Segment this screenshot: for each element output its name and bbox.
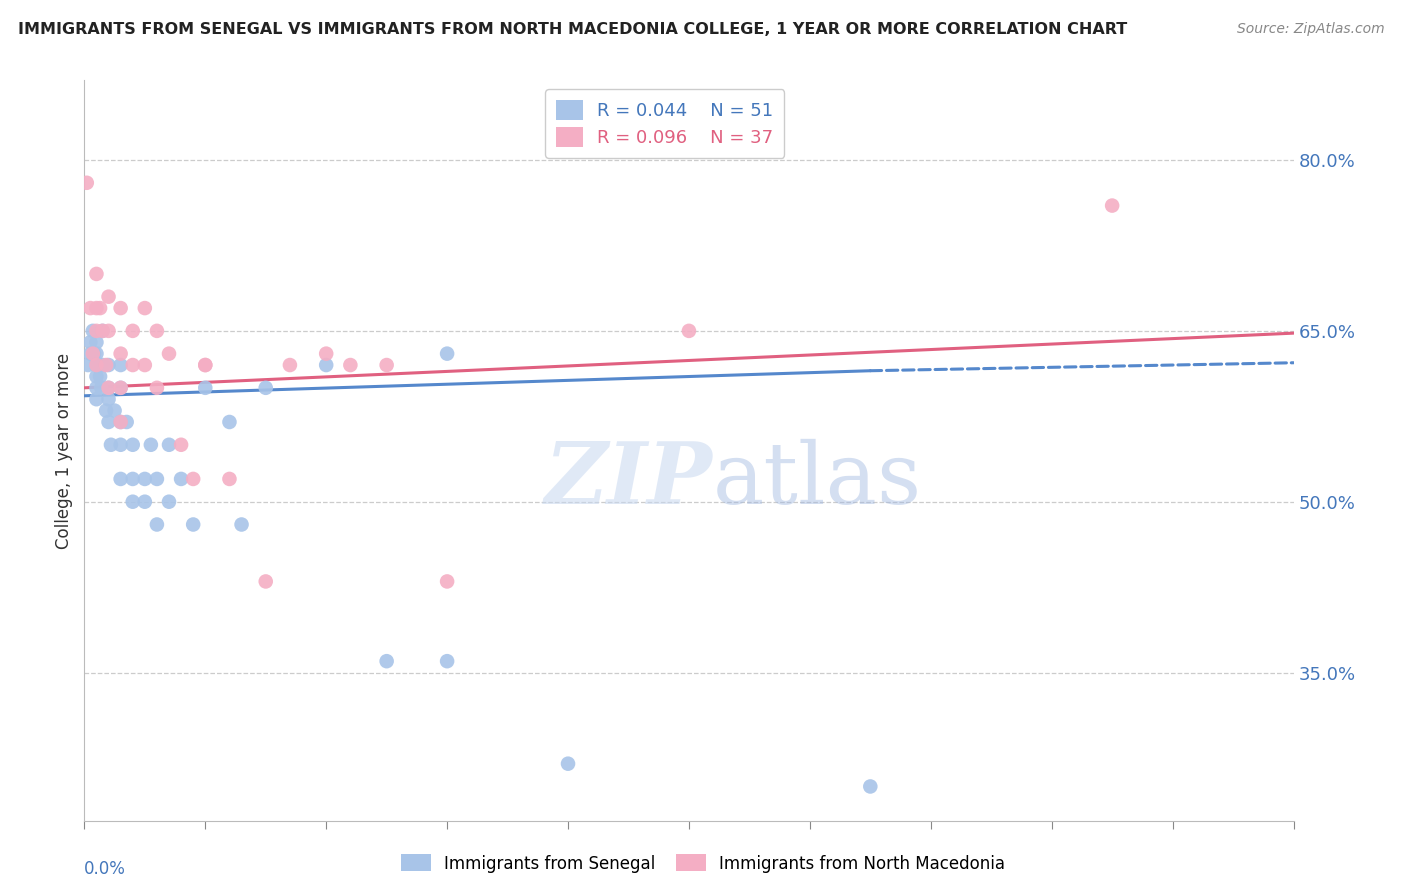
Point: [77, 358, 100, 372]
Point: [218, 472, 240, 486]
Point: [110, 346, 132, 360]
Point: [86, 324, 108, 338]
Point: [90, 381, 112, 395]
Point: [79, 346, 101, 360]
Text: ZIP: ZIP: [546, 438, 713, 522]
Point: [97, 381, 120, 395]
Point: [375, 654, 398, 668]
Point: [86, 346, 108, 360]
Legend: Immigrants from Senegal, Immigrants from North Macedonia: Immigrants from Senegal, Immigrants from…: [394, 847, 1012, 880]
Point: [86, 369, 108, 384]
Point: [86, 267, 108, 281]
Point: [139, 438, 162, 452]
Point: [91, 324, 114, 338]
Point: [110, 438, 132, 452]
Point: [254, 381, 277, 395]
Point: [134, 358, 156, 372]
Point: [94, 403, 117, 417]
Point: [89, 369, 111, 384]
Point: [79, 301, 101, 315]
Point: [76, 176, 98, 190]
Point: [315, 346, 337, 360]
Point: [110, 472, 132, 486]
Point: [104, 403, 127, 417]
Point: [97, 415, 120, 429]
Point: [82, 346, 104, 360]
Point: [97, 392, 120, 407]
Point: [110, 415, 132, 429]
Point: [110, 415, 132, 429]
Point: [557, 756, 579, 771]
Point: [97, 290, 120, 304]
Text: IMMIGRANTS FROM SENEGAL VS IMMIGRANTS FROM NORTH MACEDONIA COLLEGE, 1 YEAR OR MO: IMMIGRANTS FROM SENEGAL VS IMMIGRANTS FR…: [18, 22, 1128, 37]
Point: [121, 358, 143, 372]
Text: Source: ZipAtlas.com: Source: ZipAtlas.com: [1237, 22, 1385, 37]
Point: [146, 472, 169, 486]
Point: [157, 438, 180, 452]
Point: [91, 358, 114, 372]
Point: [79, 335, 101, 350]
Point: [181, 517, 204, 532]
Point: [146, 324, 169, 338]
Point: [134, 301, 156, 315]
Point: [87, 358, 110, 372]
Point: [436, 574, 458, 589]
Point: [97, 381, 120, 395]
Point: [436, 654, 458, 668]
Point: [181, 472, 204, 486]
Point: [115, 415, 138, 429]
Point: [339, 358, 361, 372]
Point: [194, 381, 217, 395]
Point: [194, 358, 217, 372]
Point: [254, 574, 277, 589]
Point: [89, 301, 111, 315]
Point: [97, 358, 120, 372]
Y-axis label: College, 1 year or more: College, 1 year or more: [55, 352, 73, 549]
Point: [100, 438, 122, 452]
Point: [86, 335, 108, 350]
Point: [134, 494, 156, 508]
Point: [1101, 198, 1123, 212]
Point: [121, 472, 143, 486]
Point: [375, 358, 398, 372]
Point: [121, 494, 143, 508]
Point: [110, 301, 132, 315]
Text: 0.0%: 0.0%: [84, 860, 127, 878]
Point: [859, 780, 882, 794]
Point: [170, 438, 193, 452]
Point: [86, 392, 108, 407]
Point: [83, 346, 105, 360]
Point: [157, 494, 180, 508]
Point: [121, 324, 143, 338]
Point: [678, 324, 700, 338]
Point: [86, 301, 108, 315]
Point: [110, 358, 132, 372]
Point: [436, 346, 458, 360]
Point: [86, 358, 108, 372]
Legend: R = 0.044    N = 51, R = 0.096    N = 37: R = 0.044 N = 51, R = 0.096 N = 37: [546, 89, 785, 158]
Point: [86, 381, 108, 395]
Point: [146, 381, 169, 395]
Point: [94, 358, 117, 372]
Point: [170, 472, 193, 486]
Point: [97, 324, 120, 338]
Point: [315, 358, 337, 372]
Point: [146, 517, 169, 532]
Point: [231, 517, 253, 532]
Point: [218, 415, 240, 429]
Point: [110, 381, 132, 395]
Point: [194, 358, 217, 372]
Point: [86, 358, 108, 372]
Point: [121, 438, 143, 452]
Point: [91, 324, 114, 338]
Text: atlas: atlas: [713, 439, 922, 522]
Point: [110, 381, 132, 395]
Point: [157, 346, 180, 360]
Point: [82, 324, 104, 338]
Point: [278, 358, 301, 372]
Point: [134, 472, 156, 486]
